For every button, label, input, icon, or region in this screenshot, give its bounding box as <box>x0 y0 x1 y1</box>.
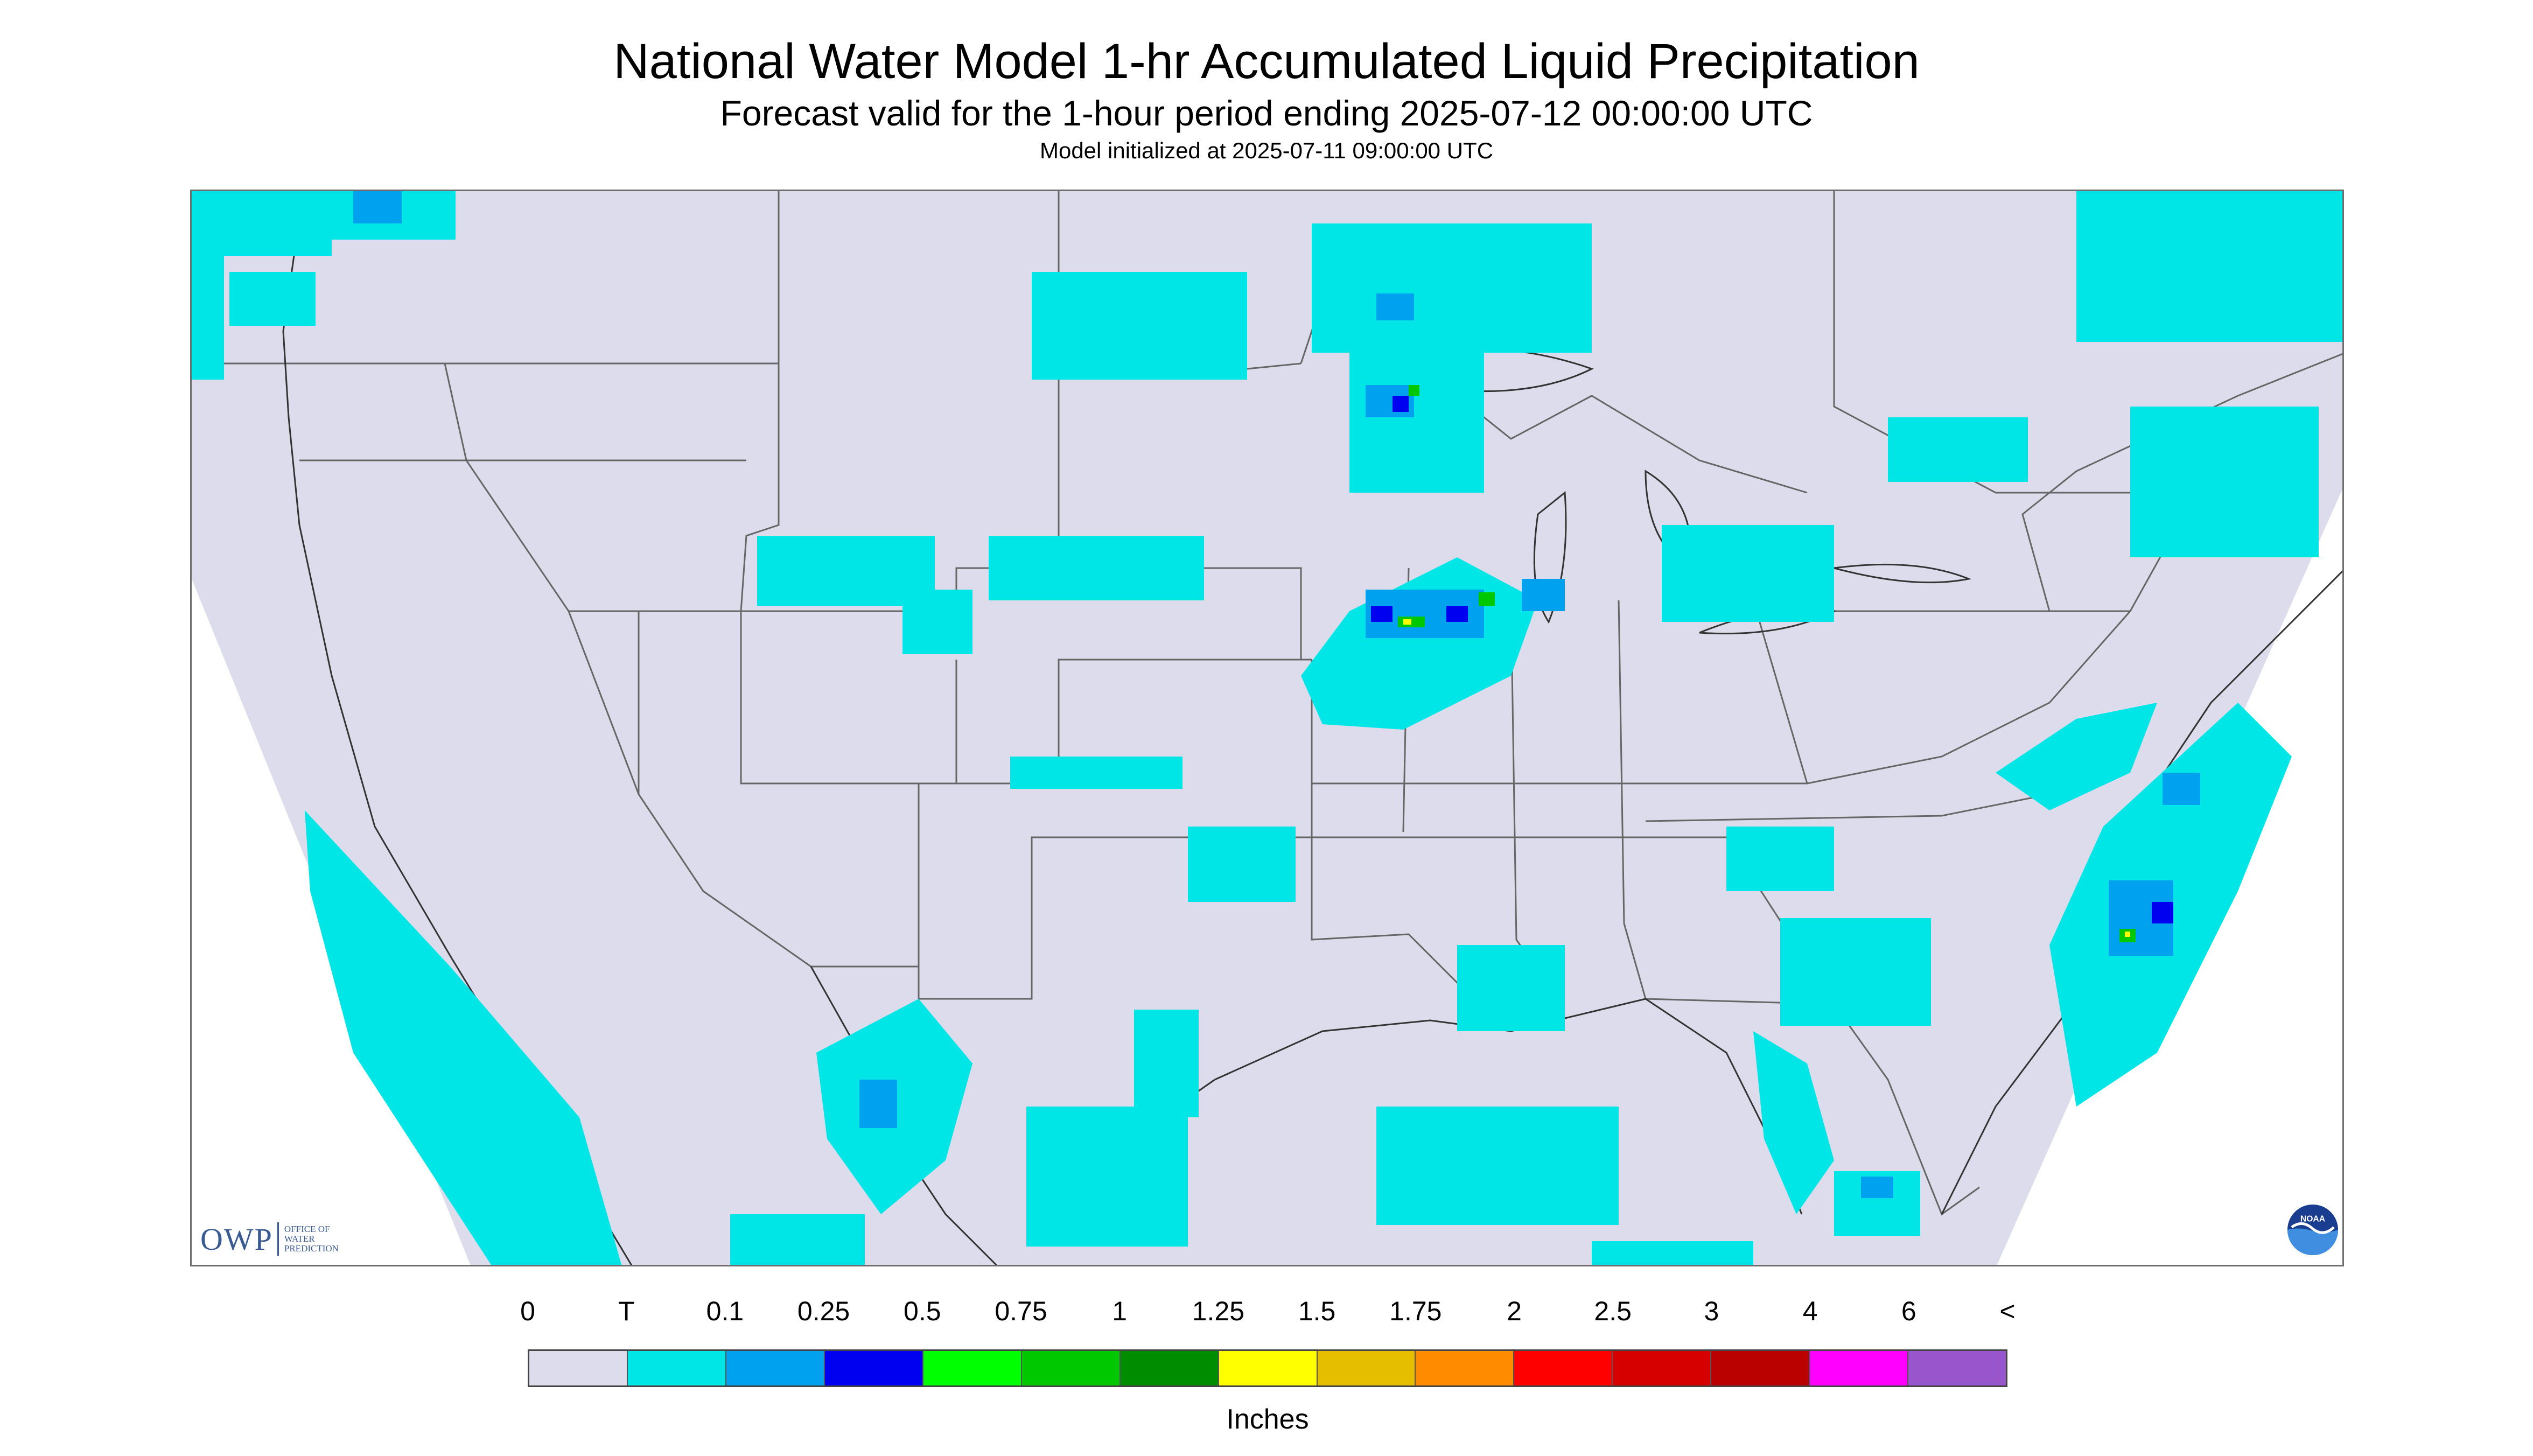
chart-subtitle: Forecast valid for the 1-hour period end… <box>720 93 1813 133</box>
legend-tick-label: 1 <box>1112 1296 1128 1326</box>
legend-tick-label: 0.5 <box>904 1296 941 1326</box>
legend-tick-label: 0.1 <box>706 1296 744 1326</box>
legend-tick-label: 2.5 <box>1594 1296 1632 1326</box>
precip-moderate-areas <box>1371 396 2173 923</box>
legend-tick-label: 0.75 <box>995 1296 1047 1326</box>
legend-tick-label: 1.25 <box>1192 1296 1245 1326</box>
color-legend: 0 T 0.1 0.25 0.5 0.75 1 1.25 1.5 1.75 2 2.5 3 4 6 < <box>520 1296 2016 1419</box>
legend-tick-label: 3 <box>1704 1296 1719 1326</box>
legend-swatch <box>627 1351 726 1385</box>
legend-swatch <box>529 1351 628 1385</box>
legend-swatch <box>1613 1351 1712 1385</box>
legend-swatch <box>726 1351 825 1385</box>
owp-logo-words: OFFICE OF WATER PREDICTION <box>284 1224 339 1254</box>
legend-swatch <box>824 1351 923 1385</box>
noaa-logo-icon: NOAA <box>2287 1204 2339 1256</box>
precip-very-heavy-areas <box>1403 619 2130 937</box>
legend-labels: 0 T 0.1 0.25 0.5 0.75 1 1.25 1.5 1.75 2 2.5 3 4 6 < <box>520 1296 2016 1333</box>
legend-tick-label: 2 <box>1507 1296 1522 1326</box>
legend-color-bar <box>528 1349 2007 1387</box>
legend-tick-label: 1.75 <box>1389 1296 1442 1326</box>
legend-swatch <box>1120 1351 1219 1385</box>
legend-swatch <box>1711 1351 1810 1385</box>
legend-swatch <box>1219 1351 1318 1385</box>
legend-tick-label: 0.25 <box>797 1296 850 1326</box>
legend-tick-label: < <box>1999 1296 2016 1326</box>
precip-trace-areas <box>192 191 2342 1265</box>
owp-logo-word: PREDICTION <box>284 1243 339 1254</box>
legend-unit: Inches <box>1226 1404 1309 1435</box>
model-init-text: Model initialized at 2025-07-11 09:00:00… <box>1039 138 1494 163</box>
owp-logo: OWP OFFICE OF WATER PREDICTION <box>200 1217 339 1261</box>
legend-swatch <box>1908 1351 2006 1385</box>
legend-tick-label: 6 <box>1901 1296 1916 1326</box>
owp-logo-letters: OWP <box>200 1221 273 1257</box>
legend-tick-label: 0 <box>520 1296 535 1326</box>
legend-tick-label: T <box>618 1296 635 1326</box>
legend-swatch <box>1317 1351 1416 1385</box>
noaa-logo-text: NOAA <box>2300 1214 2325 1223</box>
legend-swatch <box>1021 1351 1121 1385</box>
owp-logo-word: OFFICE OF <box>284 1224 330 1234</box>
legend-tick-label: 1.5 <box>1298 1296 1336 1326</box>
chart-title: National Water Model 1-hr Accumulated Li… <box>613 34 1920 89</box>
legend-swatch <box>1514 1351 1613 1385</box>
precipitation-map: OWP OFFICE OF WATER PREDICTION NOAA <box>190 190 2344 1266</box>
legend-swatch <box>1416 1351 1515 1385</box>
owp-logo-divider <box>277 1222 279 1256</box>
legend-swatch <box>923 1351 1022 1385</box>
map-canvas <box>192 191 2342 1265</box>
owp-logo-word: WATER <box>284 1234 315 1244</box>
legend-swatch <box>1810 1351 1909 1385</box>
legend-tick-label: 4 <box>1802 1296 1818 1326</box>
precip-light-areas <box>353 191 2200 1198</box>
